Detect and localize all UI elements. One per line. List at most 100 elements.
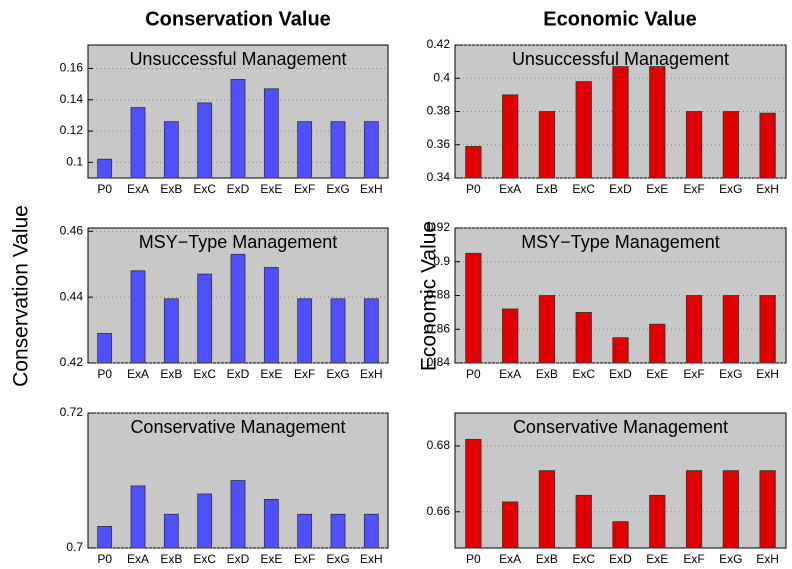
x-tick-label: ExA [499, 552, 521, 566]
bar [465, 146, 482, 179]
x-tick-label: ExE [646, 182, 668, 196]
x-tick-label: ExD [227, 182, 250, 196]
x-tick-label: ExD [609, 552, 632, 566]
y-axis-label: Economic Value [418, 221, 441, 371]
x-tick-label: ExD [609, 367, 632, 381]
x-tick-label: ExB [536, 182, 558, 196]
y-tick-label: 0.72 [60, 405, 84, 419]
x-tick-label: ExA [499, 367, 521, 381]
y-tick-label: 0.92 [427, 220, 451, 234]
y-tick-label: 0.46 [60, 223, 84, 237]
x-tick-label: P0 [97, 367, 112, 381]
y-tick-label: 0.7 [66, 540, 83, 554]
y-tick-label: 0.68 [427, 438, 451, 452]
bar [649, 66, 666, 179]
x-tick-label: ExC [572, 182, 595, 196]
x-tick-label: ExF [294, 182, 315, 196]
x-tick-label: ExB [536, 552, 558, 566]
x-tick-label: ExD [609, 182, 632, 196]
x-tick-label: P0 [97, 182, 112, 196]
bar [197, 102, 213, 179]
bar [612, 337, 629, 364]
x-tick-label: ExG [719, 552, 742, 566]
x-tick-label: ExH [756, 367, 779, 381]
panel-title: MSY−Type Management [521, 232, 720, 252]
x-tick-label: ExA [127, 552, 149, 566]
x-tick-label: P0 [97, 552, 112, 566]
bar [465, 252, 482, 364]
bar [230, 79, 246, 179]
bar [538, 470, 556, 549]
bar [97, 332, 113, 364]
y-tick-label: 0.66 [427, 504, 451, 518]
x-tick-label: P0 [466, 367, 481, 381]
y-axis-label: Conservation Value [10, 205, 33, 387]
y-tick-label: 0.4 [433, 70, 450, 84]
bar [502, 501, 519, 549]
bar [502, 308, 519, 364]
bar [130, 270, 146, 364]
x-tick-label: ExG [326, 367, 349, 381]
x-tick-label: ExG [719, 182, 742, 196]
y-tick-label: 0.1 [66, 155, 83, 169]
bar [363, 513, 379, 549]
x-tick-label: ExH [756, 552, 779, 566]
y-tick-label: 0.38 [427, 104, 451, 118]
bar [575, 311, 592, 364]
bar [197, 273, 213, 364]
bar [538, 111, 556, 179]
bar [263, 88, 279, 179]
x-tick-label: ExB [160, 552, 182, 566]
y-tick-label: 0.84 [427, 355, 451, 369]
bar [163, 121, 179, 179]
x-tick-label: ExB [536, 367, 558, 381]
x-tick-label: ExH [360, 182, 383, 196]
bar [297, 513, 313, 549]
bar [197, 493, 213, 549]
y-tick-label: 0.86 [427, 321, 451, 335]
y-tick-label: 0.34 [427, 170, 451, 184]
bar [502, 94, 519, 179]
panel-title: Conservative Management [130, 417, 345, 437]
x-tick-label: ExF [683, 182, 704, 196]
bar [97, 526, 113, 549]
bar [230, 480, 246, 549]
x-tick-label: ExE [646, 367, 668, 381]
bar [330, 513, 346, 549]
bar [163, 298, 179, 364]
bar [263, 267, 279, 364]
x-tick-label: P0 [466, 552, 481, 566]
bar [649, 494, 666, 549]
x-tick-label: ExC [572, 552, 595, 566]
bar [330, 298, 346, 364]
x-tick-label: ExF [294, 552, 315, 566]
bar [363, 121, 379, 179]
y-tick-label: 0.44 [60, 289, 84, 303]
bar [297, 298, 313, 364]
x-tick-label: ExB [160, 367, 182, 381]
panel-title: Unsuccessful Management [129, 49, 346, 69]
x-tick-label: ExC [193, 367, 216, 381]
bar [330, 121, 346, 179]
bar [759, 112, 776, 179]
y-tick-label: 0.36 [427, 137, 451, 151]
y-tick-label: 0.12 [60, 123, 84, 137]
x-tick-label: ExF [683, 552, 704, 566]
bar [230, 253, 246, 364]
x-tick-label: ExE [260, 367, 282, 381]
x-tick-label: ExH [756, 182, 779, 196]
bar [685, 111, 703, 179]
bar [759, 470, 776, 549]
y-tick-label: 0.14 [60, 92, 84, 106]
x-tick-label: ExE [260, 552, 282, 566]
bar [575, 81, 592, 179]
bar [759, 295, 776, 364]
y-tick-label: 0.9 [433, 254, 450, 268]
x-tick-label: ExG [326, 552, 349, 566]
x-tick-label: P0 [466, 182, 481, 196]
bar [575, 494, 592, 549]
bar [612, 521, 629, 549]
bar [538, 295, 556, 364]
x-tick-label: ExF [294, 367, 315, 381]
